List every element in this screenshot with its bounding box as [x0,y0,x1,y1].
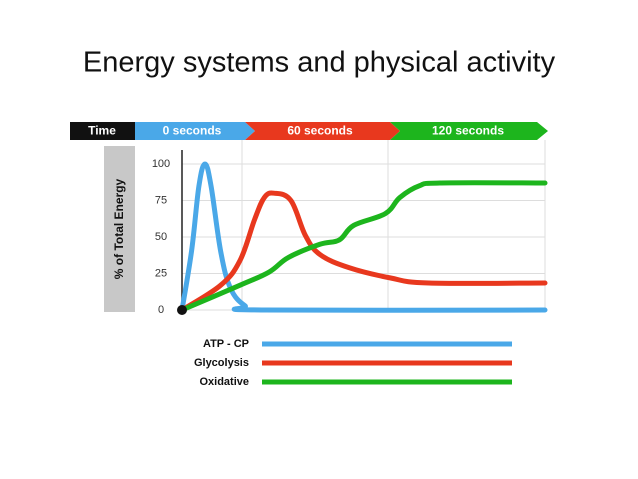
banner-label: 120 seconds [432,124,504,138]
y-tick-label: 50 [155,231,167,243]
origin-dot [177,305,187,315]
y-axis-label: % of Total Energy [112,178,126,279]
banner-label: 0 seconds [163,124,222,138]
legend-label: Glycolysis [194,357,249,369]
legend-label: Oxidative [199,376,249,388]
y-label-panel [104,146,135,312]
y-tick-label: 100 [152,158,170,170]
banner-segment [245,122,400,140]
banner-segment [135,122,255,140]
y-tick-label: 75 [155,194,167,206]
slide-title: Energy systems and physical activity [83,47,556,79]
legend-label: ATP - CP [203,338,249,350]
y-tick-label: 25 [155,267,167,279]
y-tick-label: 0 [158,304,164,316]
banner-segment [390,122,548,140]
series-line [179,161,548,313]
series-line [179,180,548,313]
series-line [179,190,548,313]
banner-label: 60 seconds [287,124,353,138]
banner-segment [70,122,135,140]
banner-label: Time [88,124,116,138]
